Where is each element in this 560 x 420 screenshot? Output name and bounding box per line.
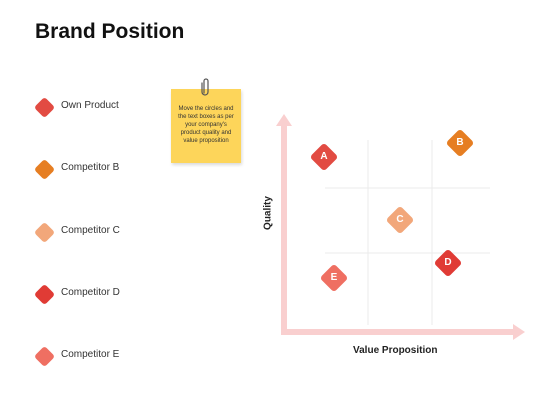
marker-letter: D <box>444 257 452 269</box>
x-axis-label: Value Proposition <box>353 345 438 356</box>
marker-letter: E <box>330 271 338 283</box>
marker-letter: C <box>396 214 404 225</box>
page-title: Brand Position <box>35 20 185 43</box>
marker-a[interactable]: A <box>309 142 339 172</box>
paperclip-icon <box>201 77 211 102</box>
y-axis-label: Quality <box>262 196 274 230</box>
legend-label: Competitor C <box>61 224 120 236</box>
marker-letter: A <box>320 151 328 162</box>
marker-letter: B <box>456 136 464 148</box>
legend-label: Competitor B <box>61 162 120 174</box>
y-axis-arrowhead <box>276 114 292 126</box>
grid <box>325 140 490 325</box>
sticky-note-text: Move the circles and the text boxes as p… <box>178 106 234 144</box>
marker-b[interactable]: B <box>445 128 475 158</box>
marker-e[interactable]: E <box>319 263 349 293</box>
marker-d[interactable]: D <box>433 248 463 278</box>
legend-label: Competitor D <box>61 286 120 298</box>
sticky-note[interactable]: Move the circles and the text boxes as p… <box>171 89 241 163</box>
marker-c[interactable]: C <box>385 205 415 235</box>
legend-label: Competitor E <box>61 349 120 361</box>
legend-label: Own Product <box>61 100 119 111</box>
x-axis-arrowhead <box>513 324 525 340</box>
